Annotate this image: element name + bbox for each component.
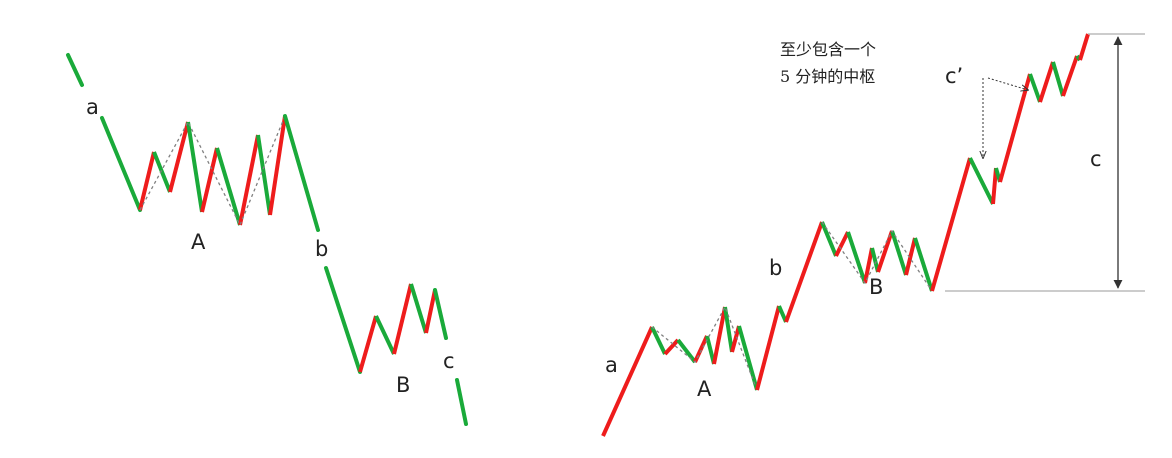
- left-label-A: A: [191, 230, 206, 254]
- right-label-a: a: [605, 353, 618, 377]
- left-label-c: c: [443, 349, 455, 373]
- right-pivot-A-dotted-lines: [651, 305, 758, 391]
- left-pivot-A: [138, 115, 287, 226]
- c-prime-annotation-arrows: [983, 77, 1028, 158]
- right-wave-a: [601, 326, 654, 437]
- left-label-B: B: [396, 373, 410, 397]
- right-label-c-prime: c’: [945, 64, 963, 88]
- right-label-A: A: [697, 377, 712, 401]
- right-label-c: c: [1090, 147, 1102, 171]
- right-pivot-A: [650, 306, 759, 391]
- right-pivot-B: [820, 221, 934, 292]
- right-pivot-B-dotted-lines: [821, 221, 933, 292]
- right-wave-c: [930, 33, 1090, 292]
- left-wave-a: [66, 53, 142, 212]
- left-wave-b: [283, 114, 362, 374]
- right-uptrend-diagram: a A b B c’ c 至少包含一个 5 分钟的中枢: [601, 33, 1145, 437]
- left-pivot-A-dotted-lines: [139, 115, 286, 227]
- left-label-b: b: [315, 237, 328, 261]
- annotation-line-1: 至少包含一个: [780, 40, 876, 59]
- left-downtrend-diagram: a A b B c: [66, 53, 468, 426]
- left-wave-c: [433, 288, 468, 426]
- right-label-B: B: [869, 275, 883, 299]
- right-label-b: b: [769, 256, 782, 280]
- left-pivot-B: [358, 283, 437, 373]
- annotation-line-2: 5 分钟的中枢: [780, 67, 875, 86]
- left-label-a: a: [86, 95, 99, 119]
- wave-c-height-measure: [945, 33, 1145, 292]
- right-wave-b: [755, 221, 824, 391]
